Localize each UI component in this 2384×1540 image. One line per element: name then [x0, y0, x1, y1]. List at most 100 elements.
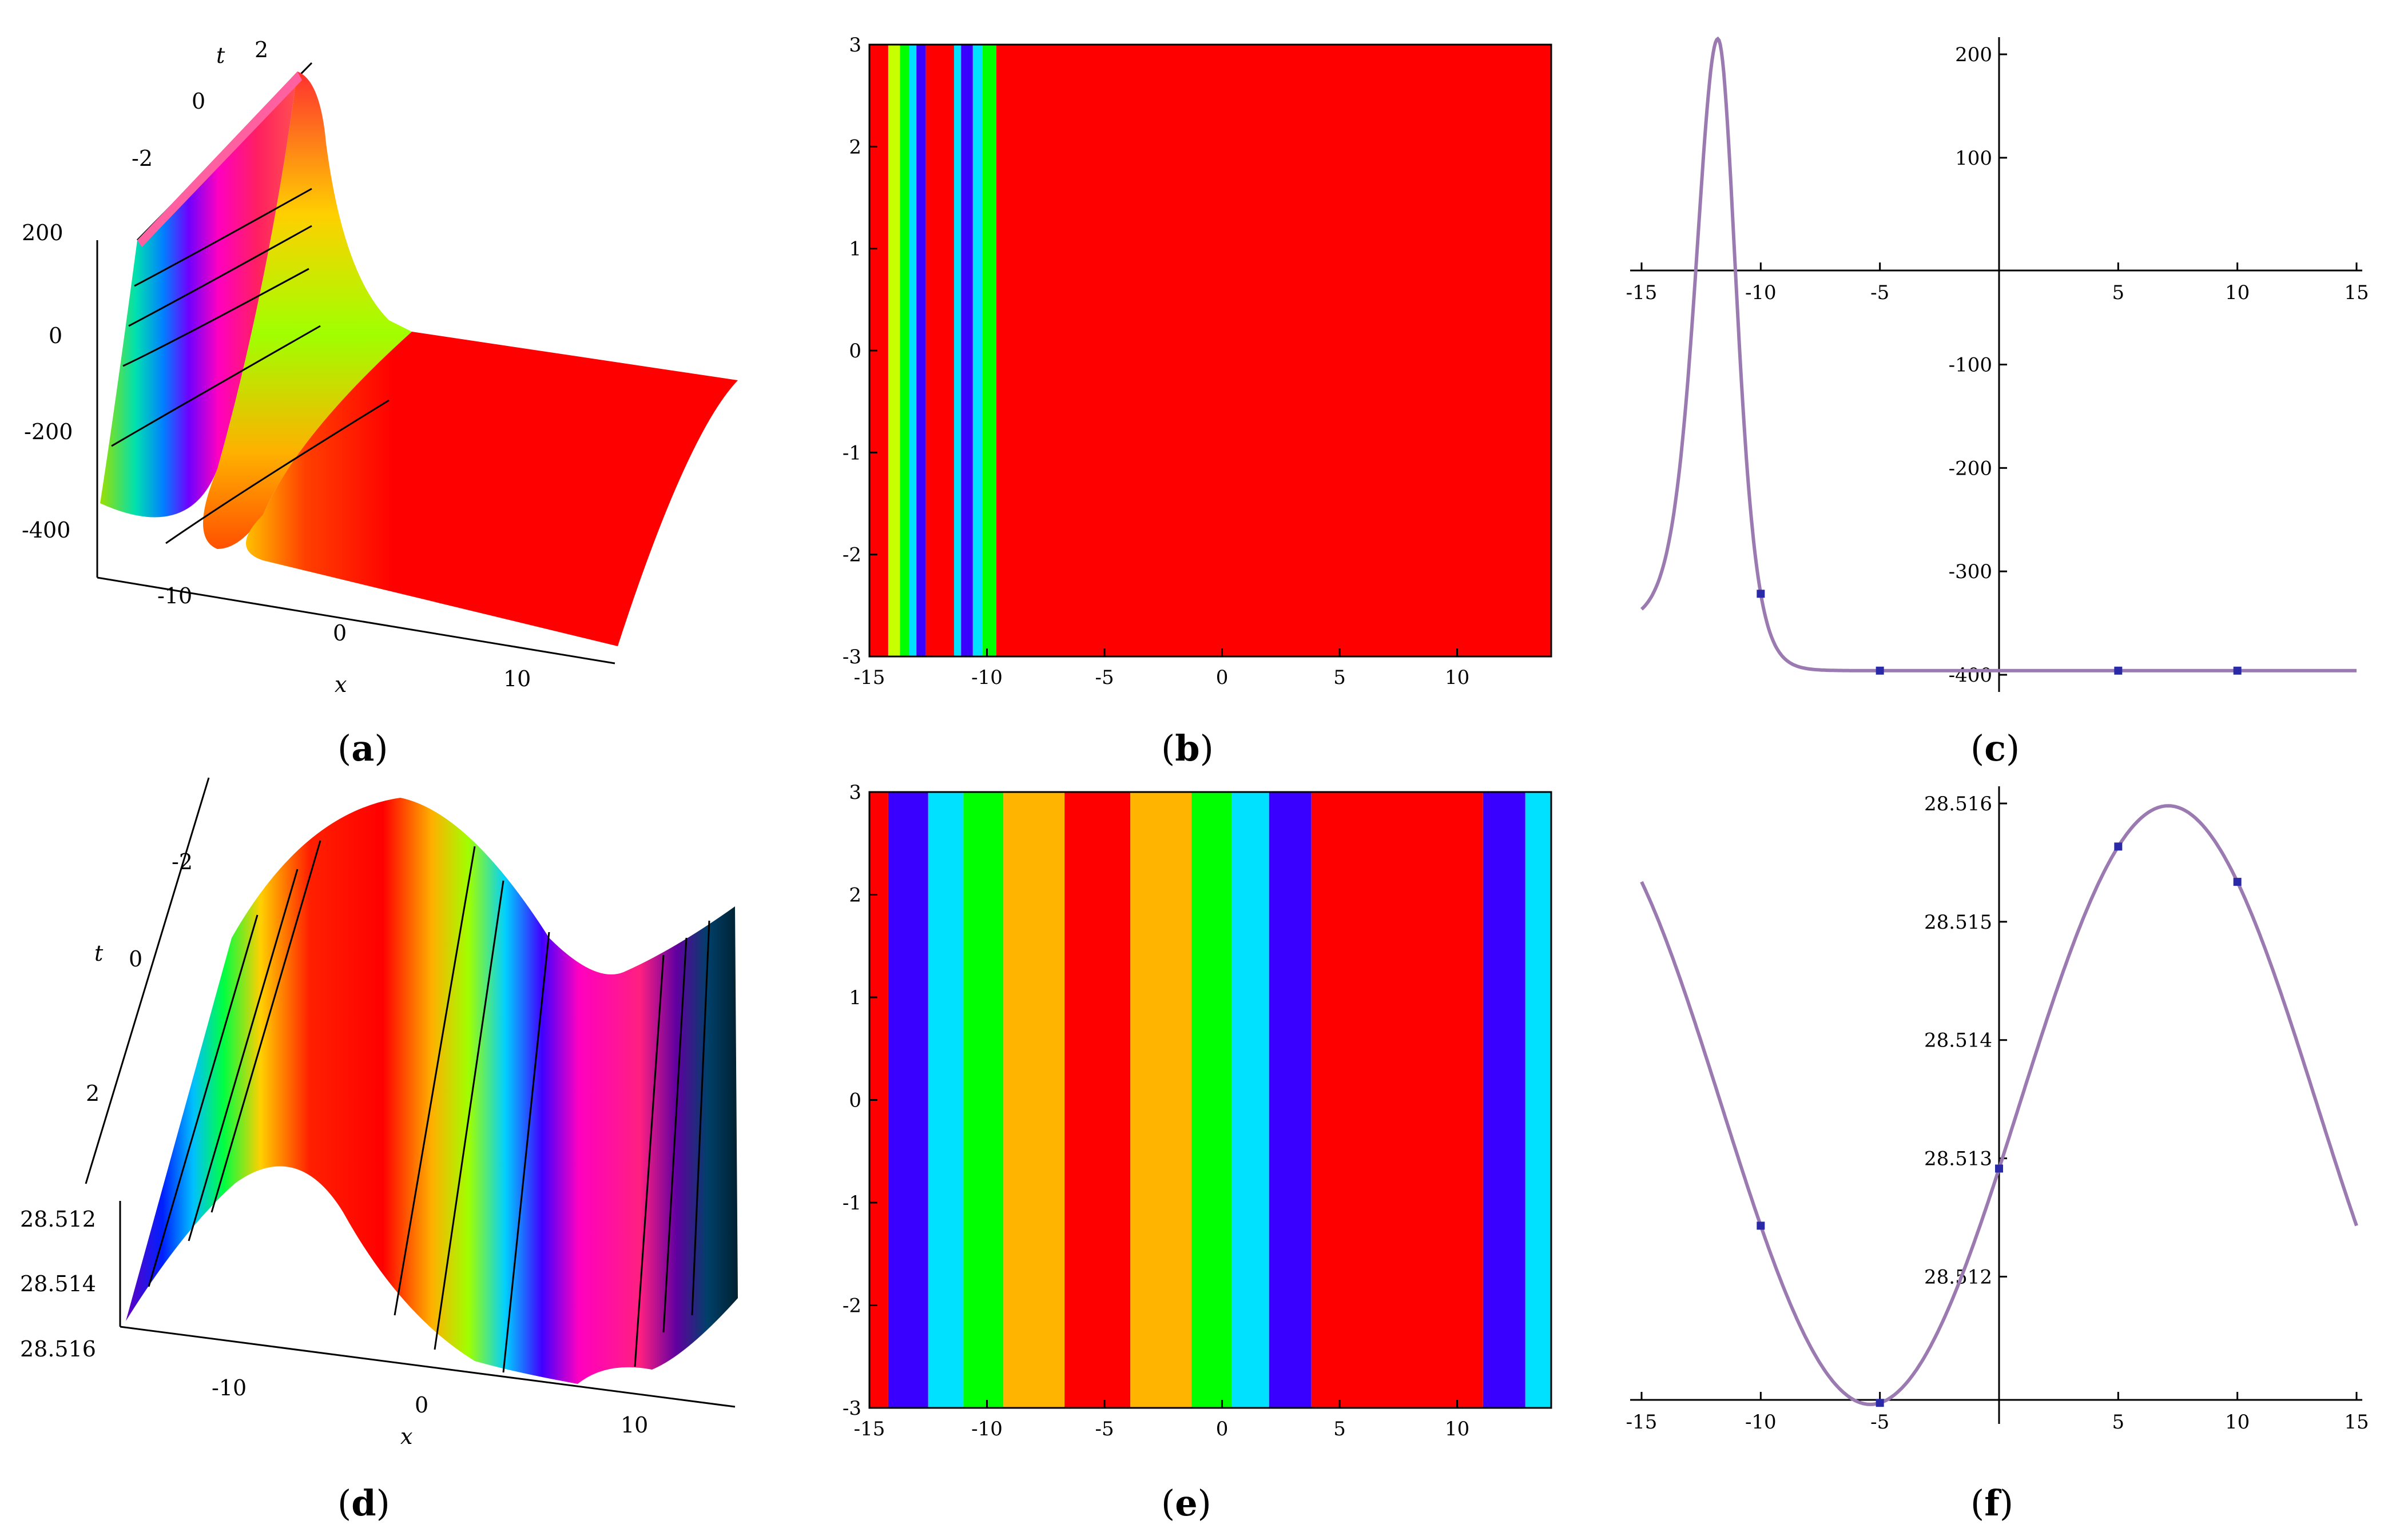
b-x-tick-label: -10 — [971, 666, 1003, 689]
panel-a-x-axis — [97, 576, 615, 664]
caption-e: (e) — [1161, 1482, 1211, 1524]
panel-d-surface — [126, 798, 738, 1384]
f-data-marker — [2233, 878, 2242, 886]
f-y-tick-label: 28.515 — [1924, 911, 1992, 934]
b-x-tick-label: 5 — [1333, 666, 1346, 689]
svg-text:(d): (d) — [337, 1482, 390, 1524]
b-band-3 — [909, 45, 917, 656]
b-y-tick-label: 1 — [849, 238, 861, 261]
caption-f-letter: f — [1984, 1482, 2001, 1524]
e-x-tick-label: 0 — [1216, 1418, 1229, 1440]
f-x-tick-label: -10 — [1745, 1411, 1777, 1434]
panel-d-t-label: t — [94, 941, 104, 966]
b-y-tick-label: 3 — [849, 34, 861, 57]
panel-f-line-plot: -15 -10 -5 5 10 1528.51628.51528.51428.51328.… — [1626, 786, 2369, 1434]
c-data-marker — [1757, 590, 1765, 598]
svg-text:(c): (c) — [1970, 727, 2020, 769]
b-y-tick-label: -2 — [843, 544, 861, 567]
panel-a-z-tick: -200 — [24, 419, 73, 444]
panel-d-back-edge — [85, 777, 210, 1184]
e-band-8 — [1231, 792, 1269, 1408]
caption-d-letter: d — [351, 1482, 376, 1524]
e-band-12 — [1525, 792, 1551, 1408]
f-data-marker — [1995, 1164, 2003, 1173]
b-band-10 — [996, 45, 1551, 656]
e-band-6 — [1130, 792, 1192, 1408]
panel-a-x-tick: 10 — [503, 666, 531, 691]
e-band-7 — [1191, 792, 1231, 1408]
f-x-tick-label: 5 — [2112, 1411, 2125, 1434]
f-data-marker — [1757, 1221, 1765, 1230]
e-band-10 — [1311, 792, 1483, 1408]
f-x-tick-label: -15 — [1626, 1411, 1658, 1434]
f-data-marker — [1876, 1399, 1884, 1407]
svg-text:(b): (b) — [1161, 727, 1214, 769]
b-y-tick-label: -3 — [843, 646, 861, 668]
panel-a-t-tick: 2 — [255, 37, 268, 62]
e-band-1 — [888, 792, 928, 1408]
c-x-tick-label: -5 — [1870, 281, 1889, 304]
e-y-tick-label: 2 — [849, 884, 861, 907]
panel-a-z-tick: 0 — [49, 323, 62, 348]
panel-d-x-label: x — [400, 1424, 412, 1449]
panel-a-z-tick: -400 — [22, 518, 70, 543]
b-band-5 — [925, 45, 954, 656]
panel-a-x-tick: 0 — [333, 620, 347, 646]
panel-c-line-plot: -15 -10 -5 5 10 15 200 100 -100 -200 -300 -400 — [1626, 36, 2369, 692]
e-band-4 — [1003, 792, 1065, 1408]
caption-a: (a) — [337, 727, 388, 769]
b-x-tick-label: 10 — [1445, 666, 1469, 689]
c-x-tick-label: 15 — [2344, 281, 2369, 304]
b-x-tick-label: -5 — [1095, 666, 1114, 689]
f-y-tick-label: 28.513 — [1924, 1148, 1992, 1171]
b-y-tick-label: -1 — [843, 441, 861, 464]
f-y-tick-label: 28.514 — [1924, 1029, 1992, 1052]
f-y-tick-label: 28.516 — [1924, 793, 1992, 815]
e-y-tick-label: 1 — [849, 986, 861, 1009]
b-band-8 — [972, 45, 983, 656]
panel-a-mesh — [111, 188, 390, 544]
panel-a-t-tick: -2 — [132, 146, 153, 171]
b-band-4 — [916, 45, 926, 656]
e-band-11 — [1483, 792, 1525, 1408]
f-data-marker — [2114, 842, 2123, 851]
e-y-tick-label: 0 — [849, 1089, 861, 1112]
caption-f: (f) — [1970, 1482, 2013, 1524]
c-x-tick-label: -10 — [1745, 281, 1777, 304]
f-x-tick-label: -5 — [1870, 1411, 1889, 1434]
caption-c: (c) — [1970, 727, 2020, 769]
b-x-tick-label: 0 — [1216, 666, 1229, 689]
c-data-marker — [1876, 666, 1884, 675]
panel-d-z-tick: 28.514 — [20, 1271, 96, 1296]
e-x-tick-label: -15 — [854, 1418, 885, 1440]
c-y-tick-label: -100 — [1949, 354, 1992, 377]
e-band-5 — [1064, 792, 1131, 1408]
caption-c-letter: c — [1984, 727, 2006, 769]
b-band-1 — [888, 45, 900, 656]
b-band-7 — [961, 45, 973, 656]
c-x-tick-label: 5 — [2112, 281, 2125, 304]
e-y-tick-label: -2 — [843, 1295, 861, 1318]
panel-a-wave-front — [100, 71, 297, 518]
e-band-2 — [928, 792, 964, 1408]
panel-d-z-tick: 28.516 — [20, 1336, 96, 1362]
b-band-6 — [953, 45, 961, 656]
c-y-tick-label: -200 — [1949, 457, 1992, 480]
e-x-tick-label: 5 — [1333, 1418, 1346, 1440]
b-y-tick-label: 2 — [849, 136, 861, 158]
panel-d-t-tick: 2 — [86, 1081, 100, 1106]
b-band-9 — [982, 45, 996, 656]
c-x-tick-label: 10 — [2225, 281, 2250, 304]
c-y-tick-label: 100 — [1955, 147, 1992, 170]
panel-a-crest — [137, 71, 302, 247]
panel-d-surface-plot: -2 0 2 t 28.512 28.514 28.516 -10 0 10 x — [20, 777, 738, 1449]
e-x-tick-label: 10 — [1445, 1418, 1469, 1440]
panel-a-t-tick: 0 — [192, 89, 205, 114]
caption-e-letter: e — [1175, 1482, 1197, 1524]
c-y-tick-label: -400 — [1949, 664, 1992, 687]
panel-d-x-axis — [120, 1326, 736, 1408]
f-x-tick-label: 15 — [2344, 1411, 2369, 1434]
svg-text:(f): (f) — [1970, 1482, 2013, 1524]
